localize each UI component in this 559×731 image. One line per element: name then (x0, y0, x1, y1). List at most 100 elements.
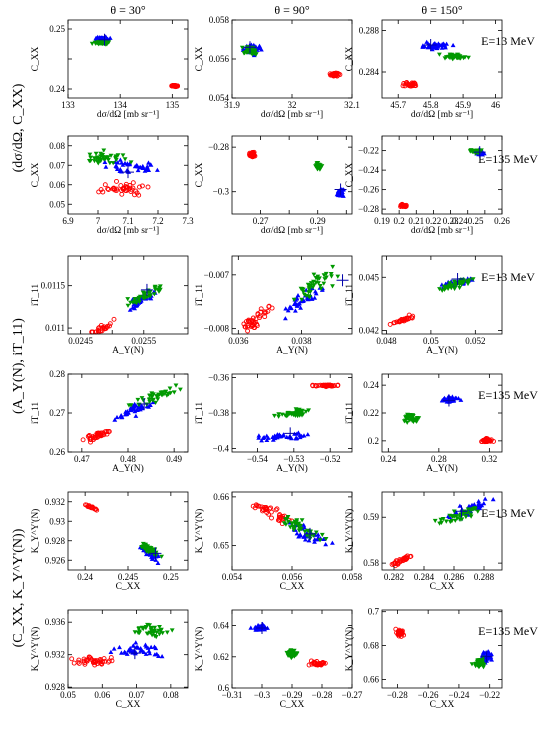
y-tick-label: −0.24 (358, 165, 379, 175)
y-tick-label: −0.38 (208, 408, 229, 418)
data-point-green (457, 285, 462, 291)
data-point-green (164, 630, 170, 635)
reference-cross (122, 166, 134, 179)
y-tick-label: 0.6 (218, 683, 230, 693)
column-header-theta-30: θ = 30° (110, 3, 146, 17)
reference-cross (455, 505, 468, 518)
data-point-red (315, 383, 321, 389)
y-axis-label: K_Y^Y'(N) (344, 509, 355, 554)
plot-frame (381, 255, 503, 335)
data-point-red (323, 382, 329, 388)
data-point-red (106, 658, 112, 664)
data-point-green (298, 523, 303, 529)
x-tick-label: 0.08 (163, 690, 179, 700)
y-tick-label: 0.24 (363, 380, 379, 390)
panel-4: 6.9 7 7.1 7.2 7.3 0.05 0.06 0.07 0.08 dσ/dΩ [mb s… (31, 135, 194, 236)
x-tick-label: 45.7 (390, 100, 406, 110)
x-axis-label: C_XX (430, 700, 455, 710)
data-point-green (290, 524, 296, 529)
data-point-red (410, 83, 416, 89)
data-point-blue (139, 648, 145, 653)
data-point-green (328, 272, 334, 277)
x-tick-label: 0.26 (494, 216, 510, 226)
x-tick-label: 0.058 (342, 572, 363, 582)
data-point-green (87, 152, 93, 157)
data-point-green (142, 545, 148, 550)
data-point-red (96, 189, 102, 195)
data-point-green (107, 161, 113, 166)
data-point-red (84, 658, 90, 664)
data-point-blue (288, 305, 294, 310)
plot-frame (381, 135, 503, 215)
data-point-red (97, 656, 103, 662)
x-tick-label: 0.052 (465, 336, 485, 346)
panel-11: −0.54 −0.53 −0.52 −0.4 −0.38 −0.36 A_Y(N) iT_11 (195, 373, 353, 474)
data-point-red (306, 662, 312, 668)
data-point-blue (270, 437, 276, 442)
data-point-green (463, 514, 469, 520)
y-tick-label: 0.66 (213, 492, 229, 502)
data-point-green (96, 157, 102, 162)
data-point-green (311, 283, 317, 288)
data-point-red (318, 382, 323, 388)
data-point-blue (122, 160, 128, 165)
x-tick-label: 7 (96, 216, 101, 226)
data-point-red (71, 660, 77, 666)
data-point-green (407, 414, 413, 419)
x-tick-label: −0.54 (247, 454, 268, 464)
data-point-green (315, 277, 321, 282)
data-point-green (108, 153, 114, 158)
data-point-green (125, 297, 131, 302)
data-point-red (145, 184, 151, 190)
data-point-green (164, 393, 170, 398)
data-point-green (315, 274, 321, 279)
data-point-red (106, 187, 111, 192)
energy-labels: E=13 MeV E=135 MeV E=13 MeV E=135 MeV E=… (478, 34, 538, 638)
y-axis-label: iT_11 (31, 402, 41, 425)
data-point-red (82, 661, 88, 667)
data-point-red (132, 192, 137, 198)
data-point-red (139, 183, 145, 189)
data-point-red (276, 518, 282, 523)
data-point-blue (103, 164, 109, 169)
y-tick-label: 0.27 (49, 408, 65, 418)
data-point-green (318, 286, 324, 291)
data-point-green (125, 303, 131, 308)
x-axis-label: A_Y(N) (112, 345, 144, 356)
x-axis-label: C_XX (280, 700, 305, 710)
data-point-green (159, 554, 164, 559)
data-point-green (294, 519, 299, 524)
data-point-green (403, 415, 408, 420)
data-point-green (447, 519, 453, 525)
x-tick-label: 31.9 (224, 100, 240, 110)
data-point-green (306, 408, 311, 413)
data-point-green (295, 411, 300, 416)
data-point-blue (128, 407, 133, 412)
data-point-blue (297, 433, 303, 438)
data-point-blue (259, 47, 264, 52)
data-point-blue (117, 644, 122, 650)
y-tick-label: 0.24 (49, 84, 65, 94)
reference-cross (256, 621, 268, 634)
data-point-green (303, 293, 309, 299)
data-point-blue (150, 399, 156, 405)
y-axis-label: iT_11 (195, 284, 205, 307)
x-axis-label: A_Y(N) (276, 345, 308, 356)
data-point-red (274, 506, 280, 512)
x-tick-label: 0.05 (423, 336, 439, 346)
plot-frame (231, 135, 353, 215)
data-point-green (276, 414, 281, 419)
data-point-red (119, 191, 125, 197)
x-tick-label: −0.27 (342, 690, 363, 700)
data-point-blue (115, 160, 121, 165)
data-point-green (113, 157, 119, 163)
data-point-green (144, 631, 150, 636)
x-axis-label: C_XX (116, 700, 141, 710)
data-point-blue (293, 308, 298, 313)
data-point-green (407, 418, 413, 423)
x-tick-label: −0.31 (222, 690, 243, 700)
data-point-green (481, 662, 487, 668)
data-point-blue (114, 414, 120, 420)
panel-8: 0.036 0.038 −0.008 −0.007 A_Y(N) iT_11 (195, 255, 353, 356)
data-point-green (140, 290, 146, 295)
